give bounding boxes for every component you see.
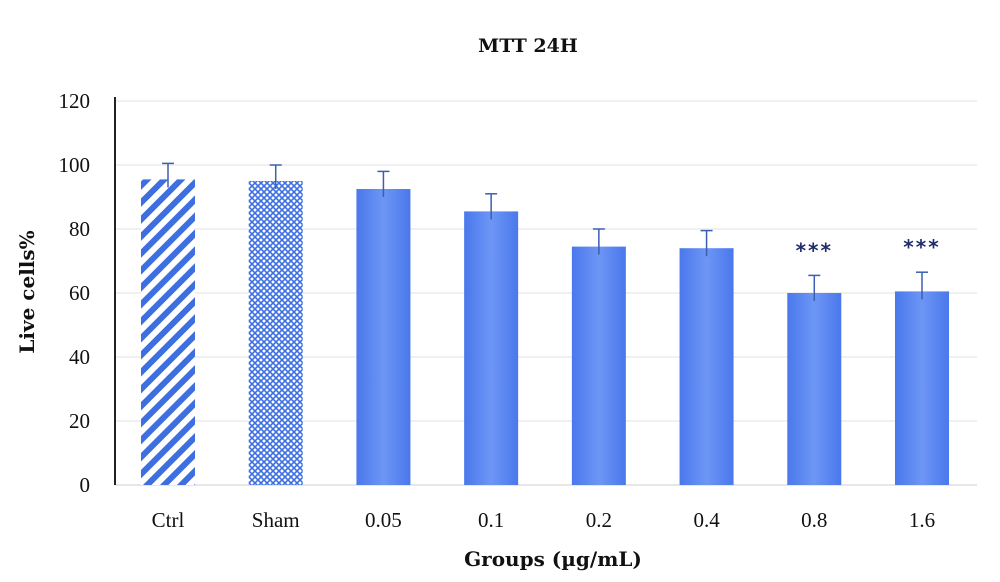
bar-0.2 — [571, 246, 626, 485]
y-tick-label: 100 — [59, 153, 91, 177]
bar-Sham — [248, 181, 303, 485]
bar-0.4 — [679, 248, 734, 485]
y-axis-title: Live cells% — [15, 230, 39, 353]
error-bar — [916, 271, 928, 300]
y-tick-label: 20 — [69, 409, 90, 433]
error-bar — [700, 229, 713, 257]
error-bar — [808, 274, 821, 301]
chart-title: MTT 24H — [478, 35, 578, 57]
error-bar — [377, 170, 390, 197]
error-bars — [162, 162, 928, 301]
x-tick-label: Ctrl — [152, 508, 185, 532]
x-tick-label: Sham — [252, 508, 300, 532]
y-tick-label: 120 — [59, 89, 91, 113]
error-bar — [162, 162, 174, 188]
x-tick-label: 0.8 — [801, 508, 827, 532]
y-tick-label: 60 — [69, 281, 90, 305]
bar-0.05 — [356, 189, 411, 485]
y-tick-labels: 0 20 40 60 80 100 120 — [59, 89, 91, 497]
grid — [115, 100, 977, 486]
y-tick-label: 80 — [69, 217, 90, 241]
error-bar — [269, 164, 282, 189]
x-tick-label: 0.2 — [586, 508, 612, 532]
annotations: *** *** — [796, 235, 940, 262]
error-bar — [485, 193, 498, 220]
bar-0.1 — [464, 211, 519, 485]
bar-1.6 — [895, 291, 949, 485]
x-tick-label: 0.05 — [365, 508, 402, 532]
significance-annotation: *** — [796, 238, 833, 262]
y-tick-label: 40 — [69, 345, 90, 369]
y-tick-label: 0 — [80, 473, 91, 497]
x-tick-label: 1.6 — [909, 508, 935, 532]
bars — [141, 179, 949, 485]
significance-annotation: *** — [903, 235, 940, 259]
bar-Ctrl — [141, 179, 195, 485]
x-tick-label: 0.4 — [693, 508, 720, 532]
x-axis-title: Groups (µg/mL) — [464, 547, 642, 571]
x-tick-labels: Ctrl Sham 0.05 0.1 0.2 0.4 0.8 1.6 — [152, 508, 935, 532]
bar-0.8 — [787, 293, 842, 485]
x-tick-label: 0.1 — [478, 508, 504, 532]
error-bar — [592, 228, 605, 255]
